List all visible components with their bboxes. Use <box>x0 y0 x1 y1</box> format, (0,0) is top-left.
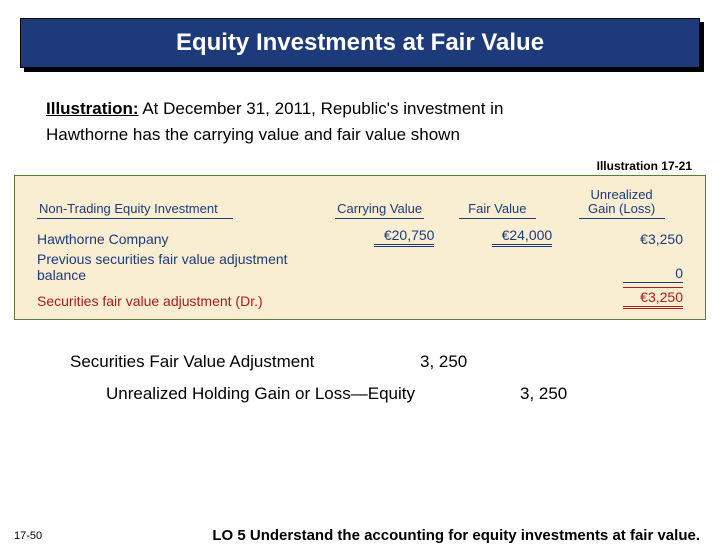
cell-company-fv: €24,000 <box>438 221 556 249</box>
cell-prev-name: Previous securities fair value adjustmen… <box>33 249 321 285</box>
cell-total-gl: €3,250 <box>556 285 687 311</box>
cell-company-cv: €20,750 <box>321 221 439 249</box>
intro-lead: Illustration: <box>46 99 139 118</box>
title-front: Equity Investments at Fair Value <box>20 18 700 68</box>
table-total-row: Securities fair value adjustment (Dr.) €… <box>33 285 687 311</box>
intro-line-b: Hawthorne has the carrying value and fai… <box>46 125 460 144</box>
title-bar: Equity Investments at Fair Value <box>20 18 700 68</box>
je-debit-blank <box>420 378 520 410</box>
je-line-2: Unrealized Holding Gain or Loss—Equity 3… <box>70 378 674 410</box>
je-credit-blank <box>520 346 620 378</box>
je-account-debit: Securities Fair Value Adjustment <box>70 346 420 378</box>
page-title: Equity Investments at Fair Value <box>176 29 544 56</box>
je-debit-amount: 3, 250 <box>420 346 520 378</box>
illustration-label: Illustration 17-21 <box>0 159 692 173</box>
table-row: Hawthorne Company €20,750 €24,000 €3,250 <box>33 221 687 249</box>
slide-number: 17-50 <box>14 530 42 542</box>
cell-prev-gl: 0 <box>556 249 687 285</box>
fair-value-table: Non-Trading Equity Investment Carrying V… <box>33 186 687 311</box>
cell-company-name: Hawthorne Company <box>33 221 321 249</box>
je-account-credit: Unrealized Holding Gain or Loss—Equity <box>70 378 420 410</box>
intro-text: Illustration: At December 31, 2011, Repu… <box>46 96 674 147</box>
intro-line-a: At December 31, 2011, Republic's investm… <box>139 99 504 118</box>
hdr-fv: Fair Value <box>438 186 556 221</box>
hdr-cv: Carrying Value <box>321 186 439 221</box>
learning-objective: LO 5 Understand the accounting for equit… <box>160 527 700 544</box>
hdr-gl: UnrealizedGain (Loss) <box>556 186 687 221</box>
je-credit-amount: 3, 250 <box>520 378 620 410</box>
figure-table: Non-Trading Equity Investment Carrying V… <box>14 175 706 320</box>
table-row: Previous securities fair value adjustmen… <box>33 249 687 285</box>
cell-company-gl: €3,250 <box>556 221 687 249</box>
journal-entry: Securities Fair Value Adjustment 3, 250 … <box>70 346 674 411</box>
hdr-name: Non-Trading Equity Investment <box>33 186 321 221</box>
je-line-1: Securities Fair Value Adjustment 3, 250 <box>70 346 674 378</box>
cell-total-name: Securities fair value adjustment (Dr.) <box>33 285 321 311</box>
table-header-row: Non-Trading Equity Investment Carrying V… <box>33 186 687 221</box>
